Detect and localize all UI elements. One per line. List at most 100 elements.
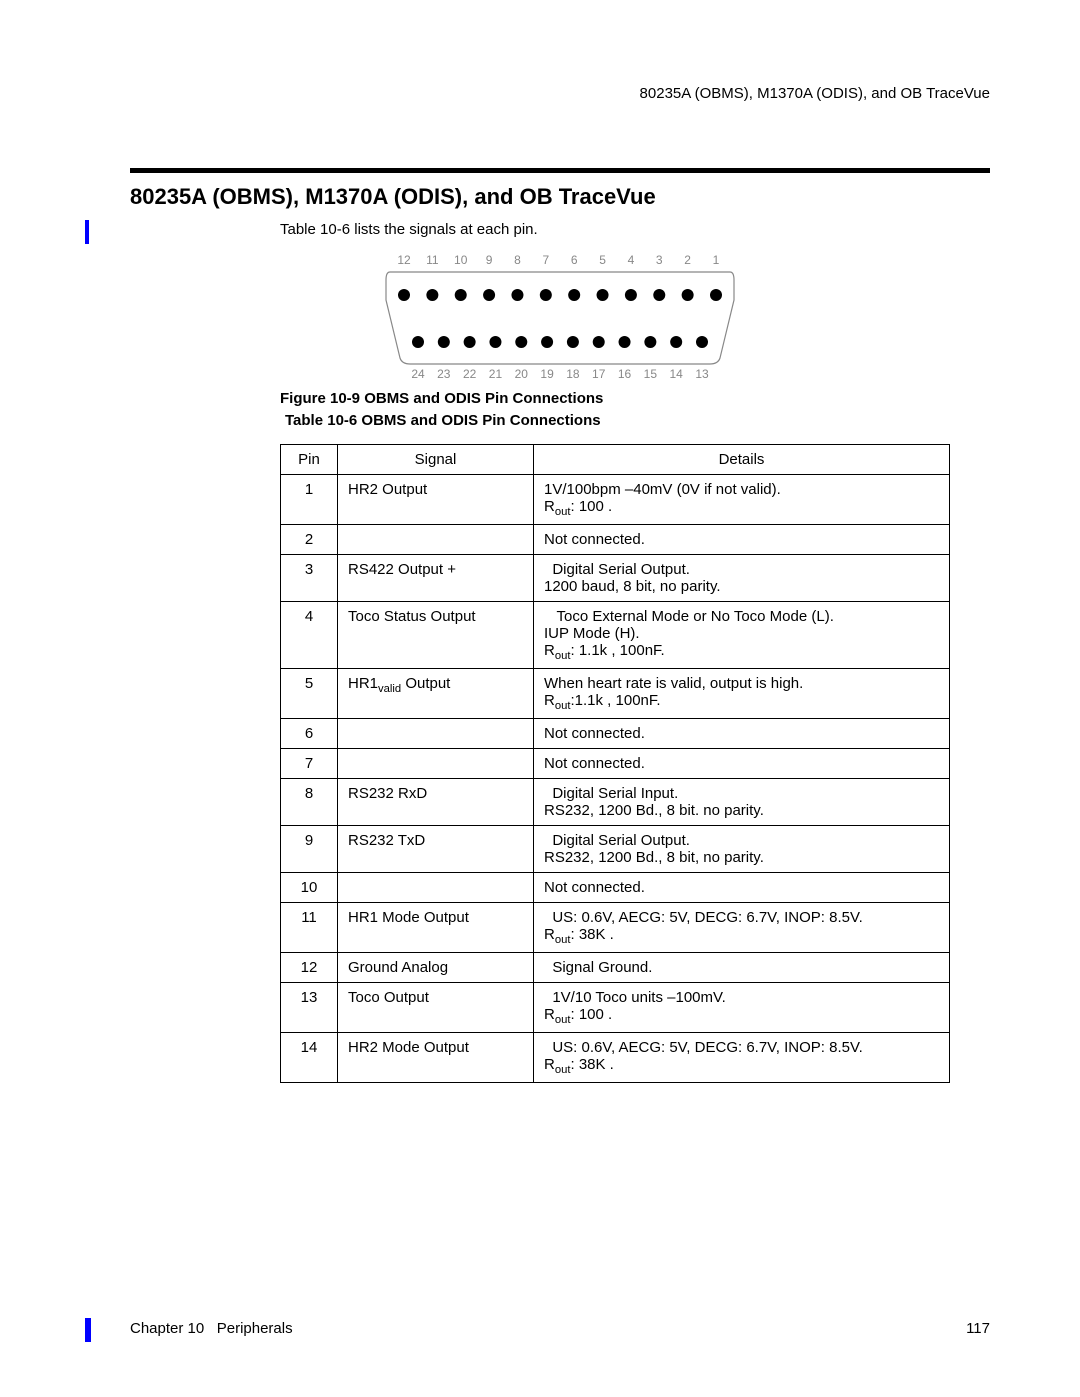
- table-row: 2 Not connected.: [281, 525, 950, 555]
- cell-details: US: 0.6V, AECG: 5V, DECG: 6.7V, INOP: 8.…: [534, 1033, 950, 1083]
- col-header-pin: Pin: [281, 445, 338, 475]
- cell-details: Not connected.: [534, 719, 950, 749]
- footer-chapter-title: Peripherals: [217, 1320, 293, 1337]
- cell-signal: [338, 719, 534, 749]
- footer-page-number: 117: [966, 1320, 990, 1337]
- table-row: 3RS422 Output + Digital Serial Output.12…: [281, 555, 950, 602]
- cell-pin: 13: [281, 983, 338, 1033]
- table-row: 10 Not connected.: [281, 873, 950, 903]
- section-rule: [130, 168, 990, 173]
- table-row: 9RS232 TxD Digital Serial Output.RS232, …: [281, 826, 950, 873]
- pin-label-top: 10: [454, 253, 468, 267]
- pin-label-bottom: 18: [566, 367, 580, 380]
- cell-signal: RS422 Output +: [338, 555, 534, 602]
- pin-label-bottom: 15: [644, 367, 658, 380]
- pin-label-bottom: 23: [437, 367, 451, 380]
- pin-label-bottom: 13: [695, 367, 709, 380]
- table-row: 4Toco Status Output Toco External Mode o…: [281, 602, 950, 669]
- pin-dot: [593, 336, 605, 348]
- cell-details: Not connected.: [534, 749, 950, 779]
- pin-label-top: 4: [628, 253, 635, 267]
- cell-signal: [338, 873, 534, 903]
- pin-dot: [670, 336, 682, 348]
- col-header-details: Details: [534, 445, 950, 475]
- table-row: 12Ground Analog Signal Ground.: [281, 953, 950, 983]
- pin-table: Pin Signal Details 1HR2 Output1V/100bpm …: [280, 444, 950, 1083]
- pin-label-bottom: 22: [463, 367, 477, 380]
- pin-label-bottom: 21: [489, 367, 503, 380]
- change-bar-icon: [85, 220, 89, 244]
- pin-label-top: 7: [542, 253, 549, 267]
- pin-label-top: 9: [486, 253, 493, 267]
- footer-change-bar-icon: [85, 1318, 91, 1342]
- cell-details: US: 0.6V, AECG: 5V, DECG: 6.7V, INOP: 8.…: [534, 903, 950, 953]
- cell-pin: 12: [281, 953, 338, 983]
- cell-signal: HR2 Output: [338, 475, 534, 525]
- connector-figure: 121110987654321 242322212019181716151413: [380, 250, 780, 380]
- cell-details: Not connected.: [534, 873, 950, 903]
- table-row: 13Toco Output 1V/10 Toco units –100mV.Ro…: [281, 983, 950, 1033]
- pin-label-top: 12: [397, 253, 411, 267]
- table-row: 5HR1valid OutputWhen heart rate is valid…: [281, 669, 950, 719]
- cell-pin: 4: [281, 602, 338, 669]
- cell-pin: 2: [281, 525, 338, 555]
- cell-pin: 1: [281, 475, 338, 525]
- pin-dot: [541, 336, 553, 348]
- cell-signal: RS232 TxD: [338, 826, 534, 873]
- pin-dot: [483, 289, 495, 301]
- cell-pin: 14: [281, 1033, 338, 1083]
- pin-label-bottom: 20: [515, 367, 529, 380]
- connector-outline: [386, 272, 734, 364]
- table-header-row: Pin Signal Details: [281, 445, 950, 475]
- table-row: 14HR2 Mode Output US: 0.6V, AECG: 5V, DE…: [281, 1033, 950, 1083]
- cell-pin: 7: [281, 749, 338, 779]
- pin-dot: [455, 289, 467, 301]
- pin-label-bottom: 14: [670, 367, 684, 380]
- table-row: 8RS232 RxD Digital Serial Input.RS232, 1…: [281, 779, 950, 826]
- pin-dot: [644, 336, 656, 348]
- pin-label-top: 11: [426, 253, 439, 267]
- pin-dot: [567, 336, 579, 348]
- pin-label-top: 1: [713, 253, 720, 267]
- cell-signal: Ground Analog: [338, 953, 534, 983]
- figure-caption: Figure 10-9 OBMS and ODIS Pin Connection…: [280, 390, 603, 407]
- pin-dot: [597, 289, 609, 301]
- cell-pin: 3: [281, 555, 338, 602]
- cell-pin: 10: [281, 873, 338, 903]
- table-row: 6 Not connected.: [281, 719, 950, 749]
- pin-dot: [619, 336, 631, 348]
- cell-pin: 5: [281, 669, 338, 719]
- pin-dot: [710, 289, 722, 301]
- pin-label-top: 2: [684, 253, 691, 267]
- cell-signal: HR1 Mode Output: [338, 903, 534, 953]
- pin-label-top: 5: [599, 253, 606, 267]
- cell-signal: [338, 525, 534, 555]
- pin-dot: [438, 336, 450, 348]
- cell-signal: RS232 RxD: [338, 779, 534, 826]
- pin-dot: [426, 289, 438, 301]
- pin-dot: [568, 289, 580, 301]
- cell-signal: [338, 749, 534, 779]
- cell-pin: 11: [281, 903, 338, 953]
- connector-svg: 121110987654321 242322212019181716151413: [380, 250, 740, 380]
- cell-details: When heart rate is valid, output is high…: [534, 669, 950, 719]
- pin-dot: [625, 289, 637, 301]
- pin-label-bottom: 24: [411, 367, 425, 380]
- cell-details: Not connected.: [534, 525, 950, 555]
- pin-dot: [515, 336, 527, 348]
- pin-label-bottom: 16: [618, 367, 632, 380]
- pin-dot: [511, 289, 523, 301]
- cell-signal: HR1valid Output: [338, 669, 534, 719]
- col-header-signal: Signal: [338, 445, 534, 475]
- cell-signal: Toco Output: [338, 983, 534, 1033]
- pin-label-bottom: 17: [592, 367, 606, 380]
- running-header: 80235A (OBMS), M1370A (ODIS), and OB Tra…: [640, 85, 990, 102]
- cell-details: 1V/100bpm –40mV (0V if not valid).Rout: …: [534, 475, 950, 525]
- pin-label-top: 6: [571, 253, 578, 267]
- cell-pin: 6: [281, 719, 338, 749]
- footer-left: Chapter 10 Peripherals: [130, 1320, 293, 1337]
- pin-label-bottom: 19: [540, 367, 554, 380]
- pin-label-top: 3: [656, 253, 663, 267]
- cell-details: Digital Serial Output.RS232, 1200 Bd., 8…: [534, 826, 950, 873]
- pin-dot: [540, 289, 552, 301]
